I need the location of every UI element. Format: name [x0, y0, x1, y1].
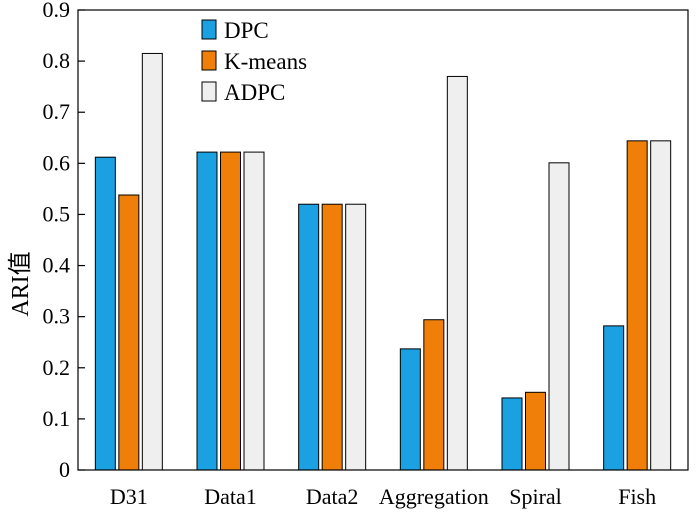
y-tick-label: 0.6 — [43, 150, 71, 175]
y-tick-label: 0.1 — [43, 406, 71, 431]
y-tick-label: 0.4 — [43, 253, 71, 278]
plot-frame — [77, 9, 689, 471]
y-tick-label: 0.7 — [43, 99, 71, 124]
y-tick-label: 0.8 — [43, 48, 71, 73]
x-tick-label: Aggregation — [379, 484, 489, 509]
bar-dpc-fish — [603, 325, 625, 471]
bar-adpc-aggregation — [446, 75, 468, 471]
bar-dpc-data1 — [196, 151, 218, 471]
bar-k-means-d31 — [118, 194, 140, 471]
bar-k-means-data1 — [220, 151, 241, 471]
y-tick-label: 0.3 — [43, 304, 71, 329]
legend-swatch-adpc — [201, 81, 217, 102]
legend-label: ADPC — [224, 80, 285, 105]
bar-k-means-spiral — [525, 391, 546, 471]
bar-k-means-aggregation — [423, 319, 445, 471]
x-tick-label: Data2 — [306, 484, 359, 509]
bars-group — [94, 52, 672, 471]
y-tick-label: 0.5 — [43, 201, 71, 226]
y-tick-label: 0 — [59, 457, 70, 482]
bar-adpc-fish — [650, 140, 672, 471]
y-tick-label: 0.9 — [43, 0, 71, 22]
bar-dpc-aggregation — [399, 348, 421, 471]
y-axis-label: ARI值 — [7, 251, 34, 316]
bar-adpc-data2 — [345, 203, 367, 471]
legend-label: DPC — [224, 18, 269, 43]
bar-k-means-data2 — [321, 203, 343, 471]
bar-k-means-fish — [626, 140, 648, 471]
legend: DPC K-means ADPC — [201, 18, 307, 105]
legend-swatch-k-means — [201, 50, 217, 71]
y-tick-label: 0.2 — [43, 355, 71, 380]
x-tick-label: Data1 — [204, 484, 257, 509]
bar-dpc-d31 — [94, 156, 116, 471]
x-tick-label: D31 — [110, 484, 148, 509]
bar-adpc-d31 — [141, 52, 163, 471]
x-tick-label: Fish — [618, 484, 656, 509]
bar-adpc-spiral — [548, 162, 570, 471]
bar-dpc-spiral — [501, 397, 523, 471]
legend-label: K-means — [224, 49, 307, 74]
x-tick-label: Spiral — [509, 484, 562, 509]
bar-adpc-data1 — [243, 151, 265, 471]
bar-dpc-data2 — [298, 203, 320, 471]
legend-swatch-dpc — [201, 19, 217, 40]
axes-group: D31 Data1 Data2 Aggregation Spiral Fish 0 0.1 0.… — [43, 0, 689, 509]
